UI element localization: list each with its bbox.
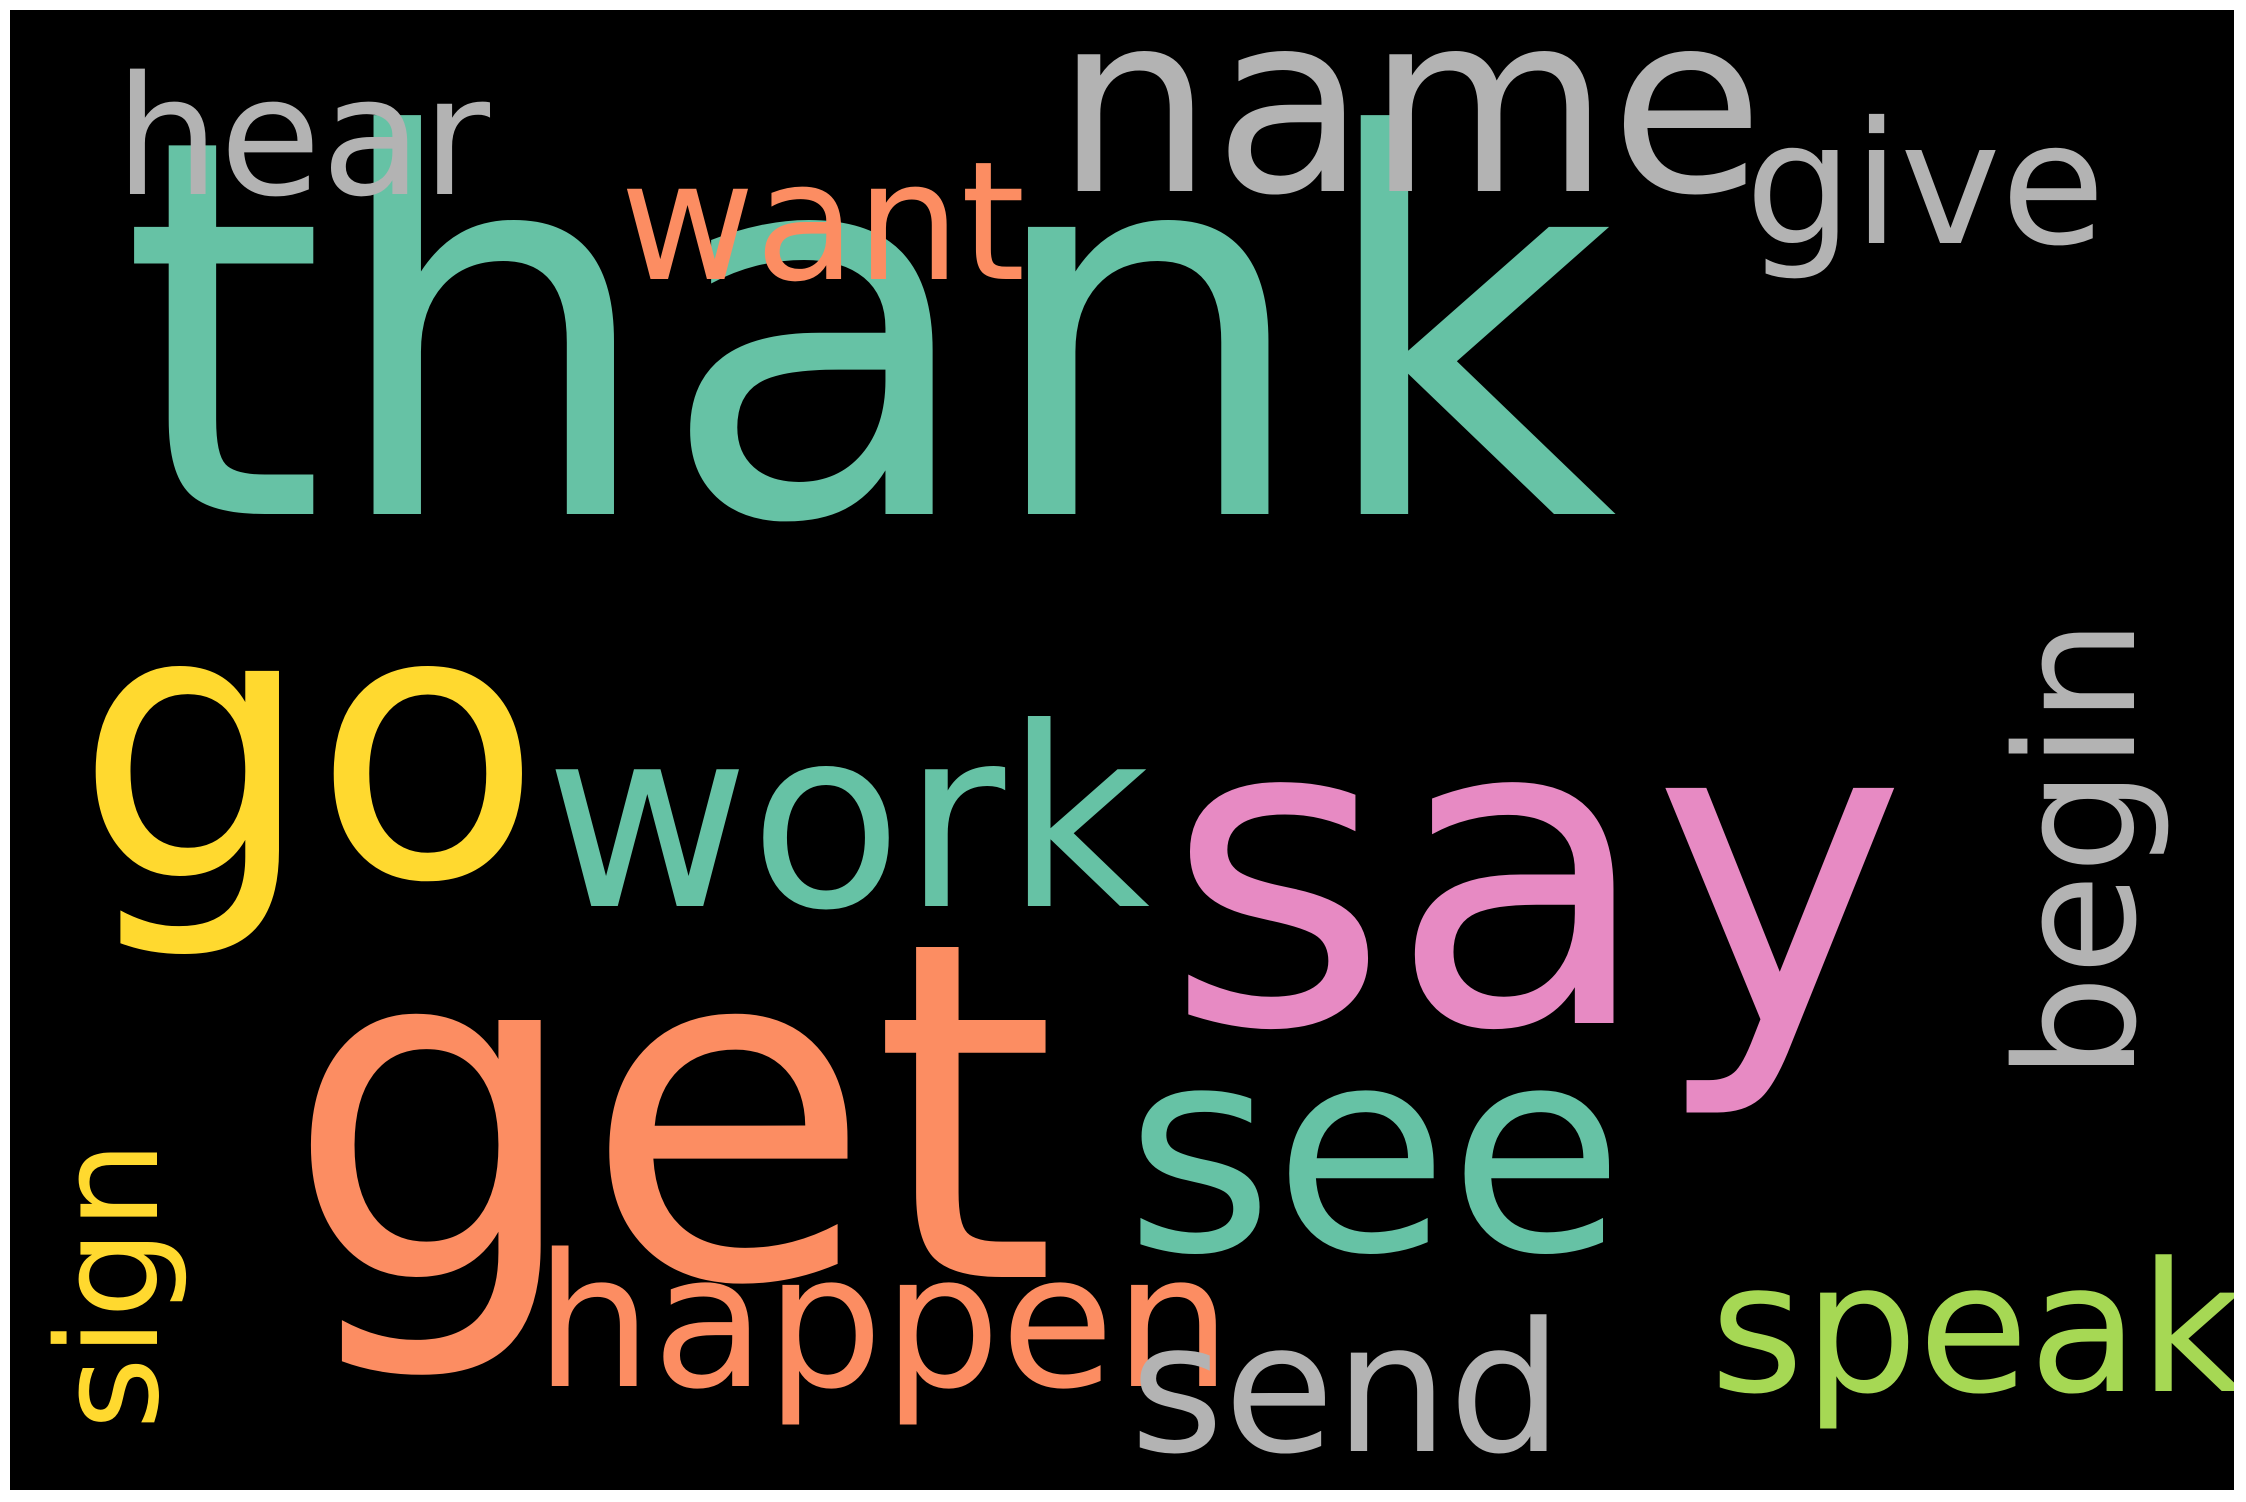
word-sign: sign	[28, 1140, 191, 1430]
word-begin: begin	[1981, 618, 2173, 1080]
word-go: go	[75, 529, 543, 965]
word-name: name	[1055, 10, 1764, 250]
word-thank: thank	[120, 27, 1618, 638]
word-give: give	[1745, 86, 2106, 284]
word-speak: speak	[1710, 1225, 2234, 1434]
word-happen: happen	[535, 1214, 1232, 1430]
word-hear: hear	[115, 41, 491, 233]
word-see: see	[1125, 986, 1625, 1318]
word-send: send	[1130, 1285, 1563, 1490]
word-get: get	[285, 841, 1057, 1388]
word-want: want	[620, 126, 1026, 318]
word-cloud: thank say get go name see work happen sp…	[10, 10, 2234, 1490]
word-work: work	[545, 674, 1150, 965]
word-say: say	[1165, 625, 1908, 1125]
